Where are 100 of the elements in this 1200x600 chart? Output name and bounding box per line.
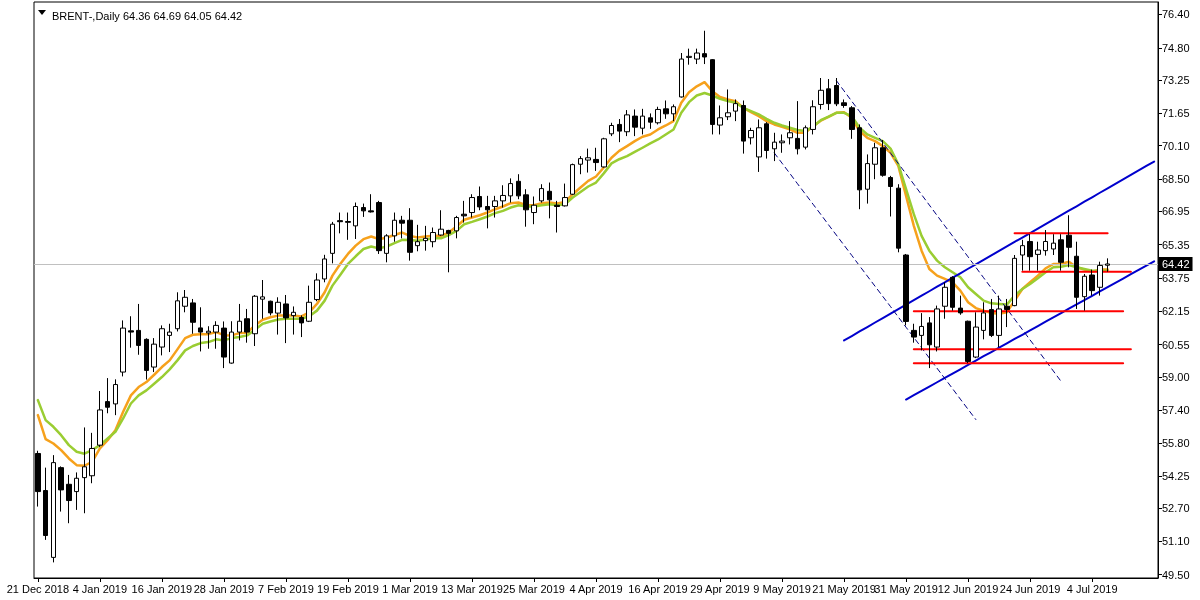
candlestick — [779, 133, 785, 154]
y-tick-label: 54.25 — [1162, 469, 1190, 482]
candlestick — [919, 312, 924, 351]
candlestick — [903, 253, 909, 326]
candlestick — [144, 337, 149, 381]
y-tick-label: 60.55 — [1162, 338, 1190, 351]
candlestick — [849, 105, 855, 140]
candlestick — [702, 30, 707, 65]
text: BRENT-,Daily 64.36 64.69 64.05 64.42 — [52, 9, 243, 22]
x-tick-label: 24 Jun 2019 — [999, 582, 1061, 595]
candlestick — [345, 212, 351, 241]
x-tick-label: 1 Mar 2019 — [382, 582, 438, 595]
candlestick — [415, 224, 420, 252]
candlestick — [958, 295, 963, 316]
candlestick — [330, 221, 335, 264]
candlestick — [322, 254, 327, 283]
candlestick — [803, 124, 808, 150]
candlestick — [648, 112, 653, 130]
candlestick — [1089, 269, 1095, 297]
candlestick — [942, 281, 948, 320]
candlestick — [283, 294, 289, 344]
y-tick-label: 74.80 — [1162, 41, 1190, 54]
candlestick — [818, 77, 824, 110]
candlestick — [686, 48, 692, 66]
candlestick — [741, 100, 746, 155]
x-tick-label: 21 May 2019 — [812, 582, 876, 595]
y-tick-label: 68.50 — [1162, 173, 1190, 186]
candlestick — [268, 300, 273, 316]
candlestick — [593, 147, 599, 172]
candlestick — [136, 303, 141, 356]
candlestick — [399, 215, 405, 239]
candlestick — [826, 78, 831, 111]
y-tick-label: 59.00 — [1162, 370, 1190, 383]
candlestick — [857, 123, 862, 210]
y-tick-label: 73.25 — [1162, 74, 1190, 87]
candlestick — [733, 98, 738, 122]
y-tick-label: 52.70 — [1162, 502, 1190, 515]
x-tick-label: 9 May 2019 — [753, 582, 811, 595]
candlestick — [554, 200, 560, 234]
candlestick — [1058, 233, 1064, 272]
candlestick — [927, 316, 932, 369]
candlestick — [865, 153, 870, 205]
candlestick — [477, 186, 482, 211]
candlestick — [624, 109, 630, 137]
candlestick — [89, 432, 95, 484]
candlestick — [996, 295, 1002, 348]
candlestick — [1105, 257, 1110, 273]
ref-line-label: 64.42 — [1162, 257, 1190, 270]
candlestick — [531, 196, 537, 225]
candlestick — [547, 182, 552, 219]
candlestick — [1035, 241, 1041, 272]
x-tick-label: 28 Jan 2019 — [193, 582, 255, 595]
candlestick — [229, 320, 234, 365]
candlestick — [368, 193, 374, 214]
x-tick-label: 4 Jul 2019 — [1066, 582, 1118, 595]
y-tick-label: 57.40 — [1162, 404, 1190, 417]
candlestick — [1074, 241, 1079, 310]
x-tick-label: 13 Mar 2019 — [441, 582, 503, 595]
candlestick — [663, 100, 669, 120]
candlestick — [260, 279, 265, 320]
candlestick — [1082, 273, 1087, 312]
candlestick — [981, 301, 986, 340]
candlestick — [632, 108, 638, 137]
line-series — [905, 260, 1156, 401]
candlestick — [252, 294, 258, 347]
candlestick — [1066, 214, 1072, 268]
candlestick — [585, 148, 591, 174]
candlestick — [151, 337, 157, 373]
candlestick — [725, 88, 731, 121]
candlestick — [213, 320, 219, 350]
candlestick — [66, 474, 72, 524]
candlestick — [694, 48, 700, 65]
candlestick — [306, 285, 312, 323]
candlestick — [764, 121, 769, 160]
candlestick — [578, 155, 583, 175]
candlestick — [314, 272, 320, 302]
candlestick — [710, 58, 715, 135]
candlestick — [888, 175, 893, 217]
candlestick — [601, 137, 607, 169]
candlestick — [1097, 261, 1103, 297]
candlestick — [523, 188, 529, 228]
candlestick — [361, 203, 366, 218]
candlestick — [934, 305, 940, 352]
x-tick-label: 16 Apr 2019 — [628, 582, 688, 595]
x-tick-label: 7 Feb 2019 — [258, 582, 314, 595]
candlestick — [1004, 298, 1010, 328]
candlestick — [353, 202, 358, 240]
candlestick — [1012, 254, 1017, 307]
candlestick — [973, 311, 979, 359]
y-tick-label: 62.15 — [1162, 305, 1190, 318]
candlestick — [237, 303, 242, 341]
candlestick — [748, 127, 754, 145]
y-tick-label: 49.50 — [1162, 568, 1190, 581]
line-series — [843, 160, 1156, 342]
x-tick-label: 4 Apr 2019 — [569, 582, 623, 595]
candlestick — [617, 118, 622, 143]
x-tick-label: 25 Mar 2019 — [503, 582, 565, 595]
candlestick — [469, 193, 475, 219]
candlestick — [51, 454, 56, 563]
candlestick — [128, 315, 134, 349]
